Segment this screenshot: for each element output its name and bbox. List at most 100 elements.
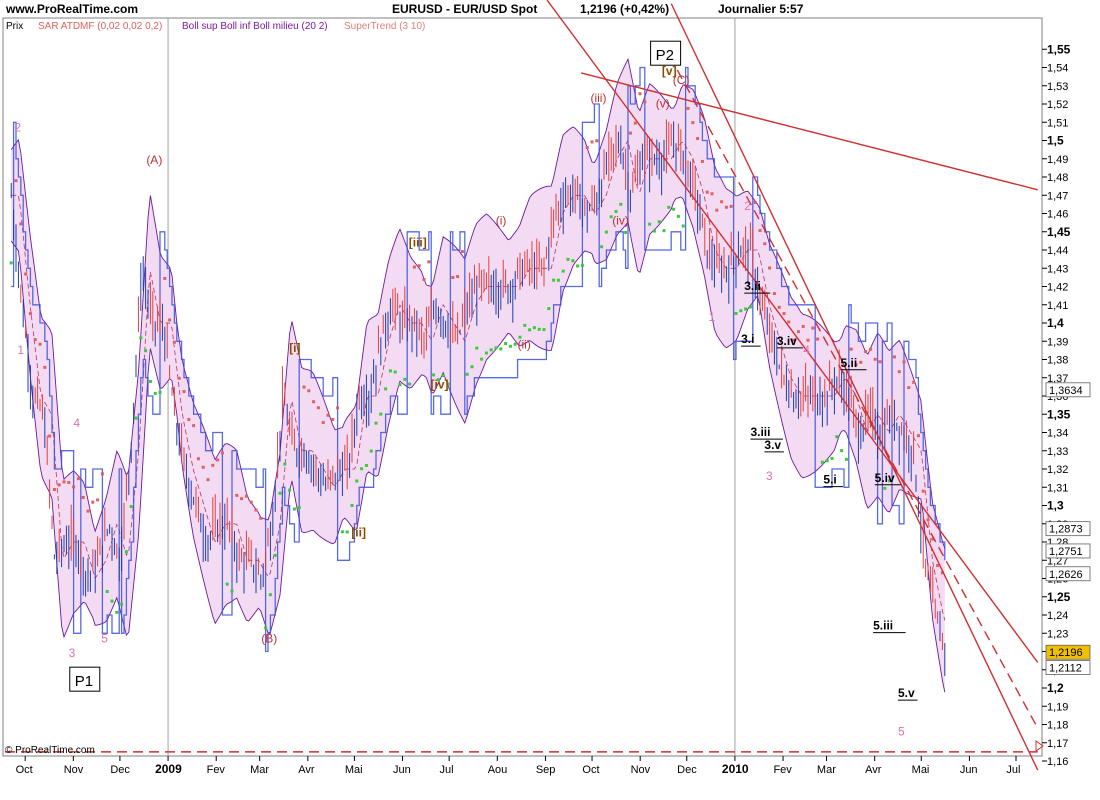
sar-dot: [648, 222, 652, 226]
sar-dot: [686, 106, 690, 110]
sar-dot: [72, 485, 76, 489]
sar-dot: [700, 159, 704, 163]
sar-dot: [384, 387, 388, 391]
price-marker: [1045, 543, 1091, 559]
sar-dot: [172, 340, 176, 344]
sar-dot: [48, 434, 52, 438]
y-tick-label: 1,24: [1047, 610, 1068, 622]
sar-dot: [158, 390, 162, 394]
sar-dot: [168, 318, 172, 322]
instrument-title: EURUSD - EUR/USD Spot: [392, 2, 537, 16]
sar-dot: [931, 537, 935, 541]
bollinger-band-fill: [11, 59, 945, 693]
wave-label: (C): [673, 73, 690, 87]
wave-label: (A): [146, 153, 162, 167]
x-tick-label: Mai: [345, 764, 363, 776]
site-title[interactable]: www.ProRealTime.com: [5, 2, 138, 16]
y-tick-label: 1,51: [1047, 117, 1068, 129]
sar-dot: [9, 261, 13, 265]
sar-dot: [715, 208, 719, 212]
sar-dot: [340, 530, 344, 534]
price-marker: [1045, 521, 1091, 537]
wave-label: 5: [898, 724, 905, 738]
legend-sar: SAR ATDMF (0,02 0,02 0,2): [38, 21, 162, 32]
sar-dot: [268, 593, 272, 597]
sar-dot: [758, 228, 762, 232]
sar-dot: [148, 379, 152, 383]
sar-dot: [806, 338, 810, 342]
y-tick-label: 1,53: [1047, 81, 1068, 93]
price-marker: [1045, 382, 1091, 398]
sar-dot: [609, 215, 613, 219]
sar-dot: [696, 137, 700, 141]
sar-dot: [873, 357, 877, 361]
sar-dot: [585, 146, 589, 150]
sar-dot: [369, 449, 373, 453]
wave-label: [ii]: [351, 526, 366, 540]
sar-dot: [844, 457, 848, 461]
sar-dot: [748, 305, 752, 309]
x-tick-label: Mai: [912, 764, 930, 776]
x-tick-label: Fev: [207, 764, 226, 776]
sar-dot: [892, 355, 896, 359]
wave-label: 5.ii: [841, 356, 858, 370]
sar-dot: [801, 324, 805, 328]
boxed-label: P1: [75, 673, 93, 690]
x-tick-label: Jul: [1006, 764, 1020, 776]
sar-dot: [676, 214, 680, 218]
sar-dot: [830, 456, 834, 460]
sar-dot: [561, 269, 565, 273]
y-tick-label: 1,18: [1047, 720, 1068, 732]
current-price-marker: [1045, 644, 1091, 660]
sar-dot: [360, 467, 364, 471]
y-tick-label: 1,16: [1047, 756, 1068, 768]
sar-dot: [576, 264, 580, 268]
sar-dot: [86, 509, 90, 513]
sar-dot: [134, 416, 138, 420]
sar-dot: [724, 205, 728, 209]
y-tick-label: 1,55: [1047, 42, 1071, 56]
x-tick-label: 2009: [155, 762, 182, 776]
sar-dot: [753, 200, 757, 204]
sar-dot: [52, 487, 56, 491]
wave-labels-layer: 2 1 4 3 5 (A) (B) [i] [ii] [iii] [iv] (i) (ii) (iii) (…: [14, 40, 918, 738]
sar-dot: [916, 434, 920, 438]
sar-dot: [96, 498, 100, 502]
grid-layer: [167, 18, 736, 756]
y-tick-label: 1,25: [1047, 590, 1071, 604]
wave-label: [iv]: [431, 378, 449, 392]
sar-dot: [825, 459, 829, 463]
y-tick-label: 1,45: [1047, 225, 1071, 239]
trendlines-layer: [5, 0, 1044, 771]
sar-dot: [321, 421, 325, 425]
y-tick-label: 1,31: [1047, 482, 1068, 494]
sar-dot: [936, 564, 940, 568]
sar-dot: [489, 348, 493, 352]
sar-dot: [772, 292, 776, 296]
y-tick-label: 1,46: [1047, 209, 1068, 221]
x-tick-label: Oct: [582, 764, 599, 776]
y-tick-label: 1,39: [1047, 336, 1068, 348]
y-tick-label: 1,47: [1047, 190, 1068, 202]
wave-label: 5.i: [823, 473, 836, 487]
wave-label: 3: [69, 646, 76, 660]
x-axis: Oct Nov Dec 2009 Fev Mar Avr Mai Jun Jul Aou Sep Oct…: [16, 756, 1020, 776]
wave-label: [i]: [289, 341, 300, 355]
sar-dot: [662, 229, 666, 233]
sar-dot: [278, 491, 282, 495]
wave-label: 3.ii: [744, 279, 761, 293]
boxed-label-frame: [650, 40, 682, 66]
supertrend-line: [11, 66, 946, 653]
price-marker: [1045, 566, 1091, 582]
wave-label: 3.v: [764, 438, 781, 452]
price-change: 1,2196 (+0,42%): [580, 2, 669, 16]
wave-label: (i): [496, 213, 507, 227]
sar-dot: [883, 486, 887, 490]
sar-dot: [691, 121, 695, 125]
sar-dot: [273, 553, 277, 557]
price-marker-value: 1,2112: [1049, 663, 1082, 675]
y-tick-label: 1,52: [1047, 99, 1068, 111]
sar-dot: [24, 272, 28, 276]
sar-dot: [484, 351, 488, 355]
sar-dot: [412, 265, 416, 269]
